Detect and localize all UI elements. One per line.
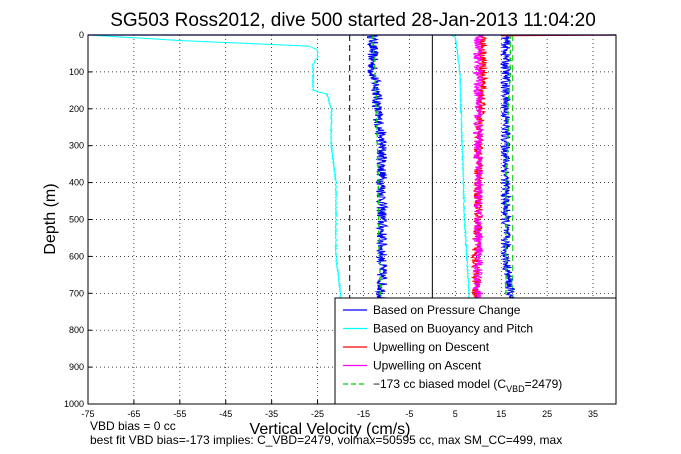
legend-label: Upwelling on Descent [373,340,490,354]
series-upwelling-ascent [471,34,485,302]
x-tick-label: 5 [453,409,458,419]
x-tick-label: 35 [588,409,598,419]
series-buoyancy-descent [88,34,342,302]
legend: Based on Pressure Change Based on Buoyanc… [334,297,617,405]
x-tick-label: -25 [311,409,324,419]
legend-label: Based on Buoyancy and Pitch [373,322,533,336]
x-axis-label: Vertical Velocity (cm/s) [250,421,411,438]
y-axis-label: Depth (m) [42,183,59,254]
y-tick-label: 700 [69,288,84,298]
legend-label: Based on Pressure Change [373,303,521,317]
x-tick-label: -45 [219,409,232,419]
y-tick-label: 600 [69,251,84,261]
legend-label: Upwelling on Ascent [373,359,482,373]
legend-label: −173 cc biased model (CVBD=2479) [373,377,562,394]
x-tick-label: 15 [496,409,506,419]
vbd-bias-note: VBD bias = 0 cc [90,419,176,433]
x-tick-label: -65 [127,409,140,419]
y-tick-label: 300 [69,141,84,151]
y-tick-label: 400 [69,178,84,188]
legend-box [334,297,617,405]
y-tick-label: 0 [79,30,84,40]
best-fit-note: best fit VBD bias=-173 implies: C_VBD=24… [90,433,563,447]
x-tick-label: -75 [81,409,94,419]
x-tick-label: -55 [173,409,186,419]
x-tick-label: -5 [405,409,413,419]
x-tick-label: -15 [357,409,370,419]
series-buoyancy-ascent [451,34,471,302]
y-tick-label: 1000 [64,399,84,409]
series-model-descent [371,34,383,301]
y-tick-label: 900 [69,362,84,372]
y-tick-label: 800 [69,325,84,335]
y-tick-label: 500 [69,215,84,225]
y-tick-label: 100 [69,67,84,77]
x-tick-label: 25 [542,409,552,419]
series-model-ascent [504,34,512,301]
ticks: -75 -65 -55 -45 -35 -25 -15 -5 5 15 25 350100200300… [64,30,598,419]
y-tick-label: 200 [69,104,84,114]
x-tick-label: -35 [265,409,278,419]
chart-title: SG503 Ross2012, dive 500 started 28-Jan-… [110,10,596,31]
